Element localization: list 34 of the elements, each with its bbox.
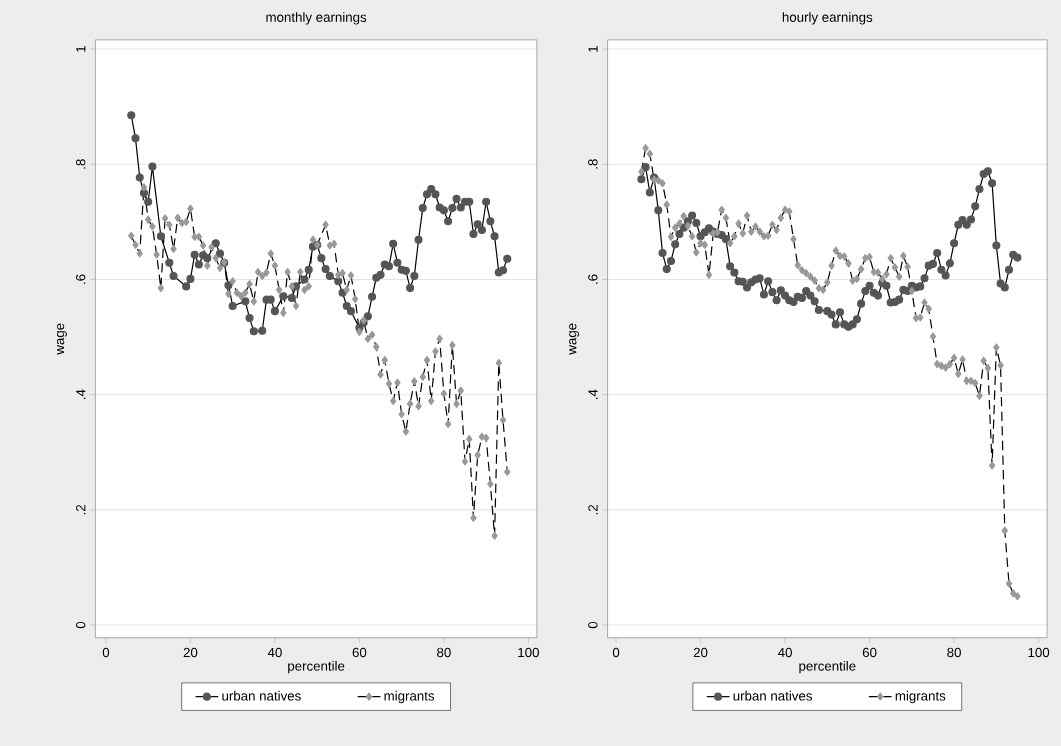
- x-tick-label: 40: [777, 647, 792, 657]
- y-tick-label: .2: [76, 504, 86, 515]
- x-axis-title: percentile: [288, 660, 345, 674]
- x-tick-label: 100: [1028, 647, 1050, 657]
- x-tick-label: 80: [437, 647, 451, 657]
- x-tick-label: 20: [183, 647, 198, 657]
- x-tick-label: 20: [693, 647, 708, 657]
- y-tick-label: 0: [75, 621, 86, 629]
- y-tick-label: .4: [588, 389, 598, 399]
- legend-label: urban natives: [733, 690, 812, 701]
- y-tick-label: 0: [588, 621, 598, 629]
- x-tick-label: 0: [612, 647, 620, 657]
- y-tick-label: .6: [75, 274, 86, 284]
- legend-label: migrants: [384, 690, 435, 704]
- y-axis-title: wage: [569, 323, 580, 355]
- y-tick-label: .4: [76, 389, 86, 399]
- y-tick-label: .8: [588, 159, 598, 169]
- y-tick-label: .8: [75, 159, 86, 169]
- x-tick-label: 60: [352, 647, 367, 657]
- y-tick-label: 1: [76, 45, 86, 52]
- legend-label: urban natives: [222, 690, 301, 701]
- chart-title: hourly earnings: [782, 11, 873, 25]
- x-tick-label: 0: [102, 647, 110, 657]
- x-axis-title: percentile: [799, 660, 856, 674]
- y-axis-title: wage: [56, 323, 67, 355]
- y-tick-label: 1: [588, 45, 598, 52]
- y-tick-label: .2: [588, 504, 598, 515]
- x-tick-label: 80: [947, 647, 961, 657]
- chart-title: monthly earnings: [266, 11, 367, 25]
- y-tick-label: .6: [588, 274, 598, 284]
- x-tick-label: 40: [267, 647, 282, 657]
- x-tick-label: 100: [518, 647, 539, 657]
- x-tick-label: 60: [862, 647, 877, 657]
- legend-label: migrants: [895, 690, 946, 704]
